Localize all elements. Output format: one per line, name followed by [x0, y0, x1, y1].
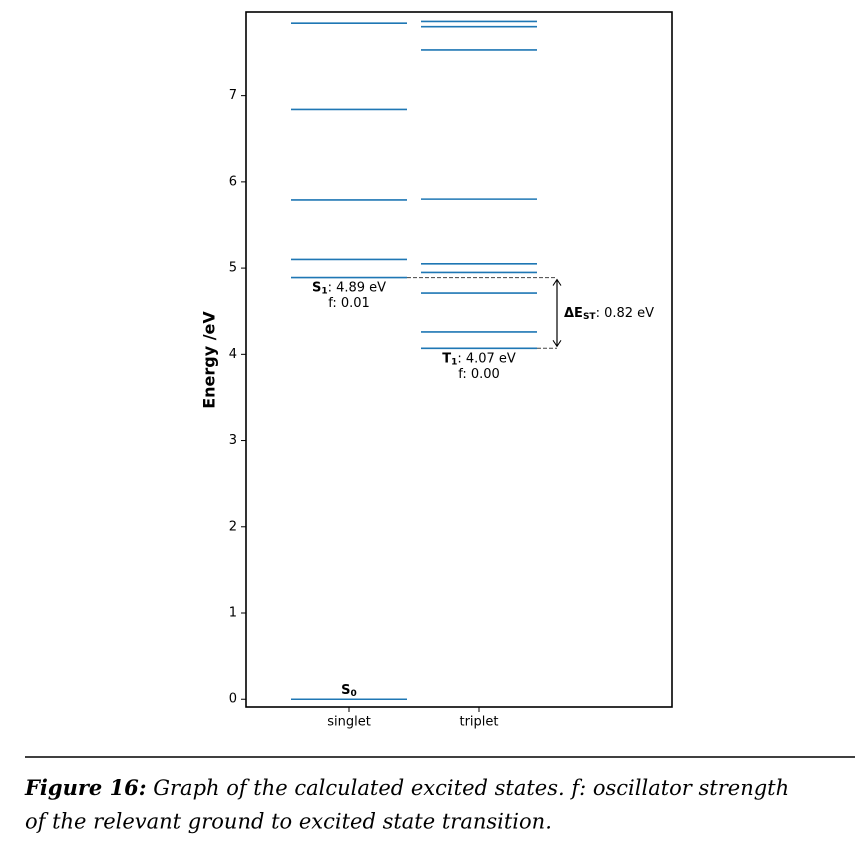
caption-label: Figure 16:: [24, 775, 147, 800]
annotation-state: S: [312, 280, 321, 295]
annotation-subscript: 1: [451, 357, 457, 367]
annotation: S0: [341, 683, 357, 699]
arrow-head: [552, 340, 562, 348]
annotation: S1: 4.89 eV: [312, 280, 386, 296]
annotation-state: ΔE: [564, 305, 583, 320]
annotation-strength: f: 0.01: [328, 296, 370, 311]
annotation-subscript: ST: [583, 311, 596, 321]
y-tick-label: 6: [229, 174, 237, 189]
annotation: T1: 4.07 eV: [442, 351, 516, 367]
y-tick-label: 0: [229, 692, 237, 707]
x-tick-label: triplet: [459, 715, 498, 730]
y-tick-label: 7: [229, 88, 237, 103]
y-axis-label: Energy /eV: [200, 311, 219, 409]
y-tick-label: 4: [229, 347, 237, 362]
y-tick-label: 3: [229, 433, 237, 448]
plot-frame: [245, 11, 673, 708]
caption-line: Figure 16: Graph of the calculated excit…: [24, 775, 789, 800]
annotation-subscript: 0: [351, 689, 357, 699]
annotation-energy: : 0.82 eV: [596, 305, 655, 320]
annotation-energy: : 4.89 eV: [328, 280, 387, 295]
annotation-state: T: [442, 351, 451, 366]
arrow-head: [552, 278, 562, 286]
y-tick-label: 1: [229, 606, 237, 621]
y-tick-label: 2: [229, 519, 237, 534]
x-tick-label: singlet: [327, 715, 371, 730]
annotation-state: S: [341, 683, 350, 698]
caption-text: of the relevant ground to excited state …: [25, 810, 552, 834]
annotation-subscript: 1: [321, 286, 327, 296]
annotation-strength: f: 0.00: [458, 367, 500, 382]
annotation-energy: : 4.07 eV: [457, 351, 516, 366]
caption-text: Graph of the calculated excited states. …: [147, 776, 790, 800]
annotation: ΔEST: 0.82 eV: [564, 305, 654, 321]
y-tick-label: 5: [229, 261, 237, 276]
